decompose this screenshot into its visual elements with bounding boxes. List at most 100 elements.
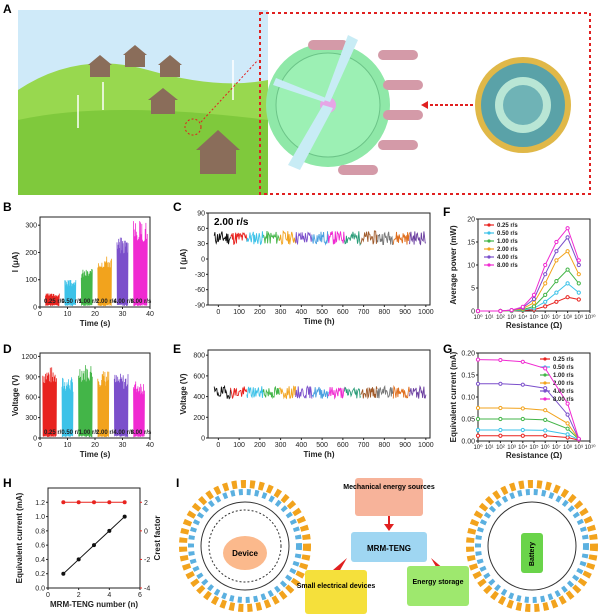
series-line bbox=[80, 268, 93, 306]
data-point bbox=[565, 267, 570, 272]
data-point bbox=[122, 514, 127, 519]
series-line bbox=[61, 377, 74, 438]
legend-label: 8.00 r/s bbox=[497, 263, 518, 269]
legend-marker bbox=[487, 231, 491, 235]
wind-turbine-icon bbox=[77, 60, 234, 128]
series-line bbox=[42, 367, 57, 438]
legend-marker bbox=[543, 357, 547, 361]
panel-label-i: I bbox=[176, 476, 180, 490]
y-tick-label: 800 bbox=[193, 353, 205, 360]
y-tick-label: -30 bbox=[195, 272, 205, 279]
x-tick-label: 10¹ bbox=[485, 445, 494, 451]
chart-d: 0 300 600 900 1200 0 10 20 30 40 Time (s) Voltage (… bbox=[11, 352, 154, 459]
data-point bbox=[543, 417, 548, 422]
series-line bbox=[478, 250, 580, 312]
data-point bbox=[122, 500, 127, 505]
x-tick-label: 0 bbox=[38, 442, 42, 449]
data-point bbox=[475, 308, 481, 314]
x-tick-label: 10⁴ bbox=[518, 314, 528, 321]
x-tick-label: 400 bbox=[296, 442, 308, 449]
y2-tick-label: -2 bbox=[144, 557, 150, 564]
y-tick-label: 0.4 bbox=[35, 557, 45, 564]
x-tick-label: 900 bbox=[399, 442, 411, 449]
y-tick-label: 200 bbox=[25, 250, 37, 257]
data-point bbox=[565, 249, 570, 254]
y-axis-label: Equivalent current (mA) bbox=[15, 492, 24, 583]
y-tick-label: 20 bbox=[467, 217, 475, 224]
zoom-frame bbox=[259, 12, 591, 195]
y-tick-label: 0.20 bbox=[461, 351, 475, 358]
battery-ring: Battery bbox=[466, 480, 598, 612]
x-tick-label: 2 bbox=[77, 592, 81, 599]
x-tick-label: 500 bbox=[316, 309, 328, 316]
x-tick-label: 10⁹ bbox=[574, 444, 584, 451]
series-line bbox=[327, 230, 345, 245]
data-point bbox=[520, 427, 525, 433]
x-axis-label: Resistance (Ω) bbox=[506, 451, 563, 460]
y-tick-label: 0.10 bbox=[461, 395, 475, 402]
storage-label: Energy storage bbox=[413, 579, 464, 586]
legend-marker bbox=[543, 381, 547, 385]
y-axis-label: I (μA) bbox=[11, 251, 20, 272]
x-tick-label: 900 bbox=[399, 309, 411, 316]
data-point bbox=[92, 543, 96, 548]
x-tick-label: 10² bbox=[496, 315, 505, 321]
y-tick-label: 5 bbox=[471, 286, 475, 293]
series-line bbox=[97, 256, 112, 307]
data-point bbox=[543, 386, 548, 391]
x-tick-label: 0 bbox=[38, 311, 42, 318]
x-tick-label: 700 bbox=[358, 309, 370, 316]
data-point bbox=[554, 239, 559, 245]
x-tick-label: 10⁷ bbox=[552, 314, 561, 321]
panel-label-c: C bbox=[173, 200, 182, 214]
data-point bbox=[531, 300, 537, 305]
data-point bbox=[76, 557, 81, 562]
series-line bbox=[97, 371, 110, 438]
data-point bbox=[520, 382, 525, 387]
x-tick-label: 1000 bbox=[418, 442, 434, 449]
annotation: 2.00 r/s bbox=[214, 217, 249, 228]
data-point bbox=[543, 304, 548, 309]
legend-label: 0.25 r/s bbox=[553, 357, 574, 363]
series-line bbox=[409, 384, 427, 399]
x-tick-label: 10 bbox=[64, 311, 72, 318]
x-tick-label: 800 bbox=[379, 442, 391, 449]
series-line bbox=[230, 232, 248, 246]
chart-b: 0 100 200 300 0 10 20 30 40 Time (s) I (μA) 0.25 r/… bbox=[11, 216, 154, 328]
series-line bbox=[478, 282, 580, 312]
series-line bbox=[392, 231, 411, 245]
series-label: 1.00 r/s bbox=[79, 299, 100, 305]
series-line bbox=[278, 230, 297, 246]
x-tick-label: 10¹⁰ bbox=[584, 444, 596, 451]
x-tick-label: 10⁵ bbox=[529, 444, 539, 451]
y-tick-label: 30 bbox=[197, 241, 205, 248]
data-point bbox=[543, 408, 548, 413]
series-label: 4.00 r/s bbox=[113, 430, 134, 436]
x-tick-label: 40 bbox=[146, 442, 154, 449]
data-point bbox=[498, 427, 503, 433]
data-point bbox=[520, 433, 525, 438]
legend-label: 0.50 r/s bbox=[553, 365, 574, 371]
series-line bbox=[344, 386, 362, 399]
data-point bbox=[543, 428, 548, 433]
y-tick-label: 400 bbox=[193, 394, 205, 401]
y-tick-label: 1200 bbox=[21, 354, 37, 361]
series-line bbox=[295, 385, 313, 399]
panel-label-f: F bbox=[443, 205, 451, 219]
y-tick-label: 900 bbox=[25, 374, 37, 381]
y-tick-label: 10 bbox=[467, 263, 475, 270]
y-tick-label: 0.2 bbox=[35, 571, 45, 578]
x-tick-label: 10⁵ bbox=[529, 314, 539, 321]
y-tick-label: 1.0 bbox=[35, 514, 45, 521]
mech-label: Mechanical energy sources bbox=[343, 484, 435, 491]
data-point bbox=[475, 433, 481, 438]
data-point bbox=[576, 281, 581, 286]
legend-marker bbox=[487, 255, 491, 259]
series-line bbox=[327, 387, 345, 400]
series-line bbox=[295, 231, 313, 246]
x-tick-label: 10⁰ bbox=[473, 444, 483, 451]
y-tick-label: 60 bbox=[197, 226, 205, 233]
y-tick-label: -90 bbox=[195, 303, 205, 310]
